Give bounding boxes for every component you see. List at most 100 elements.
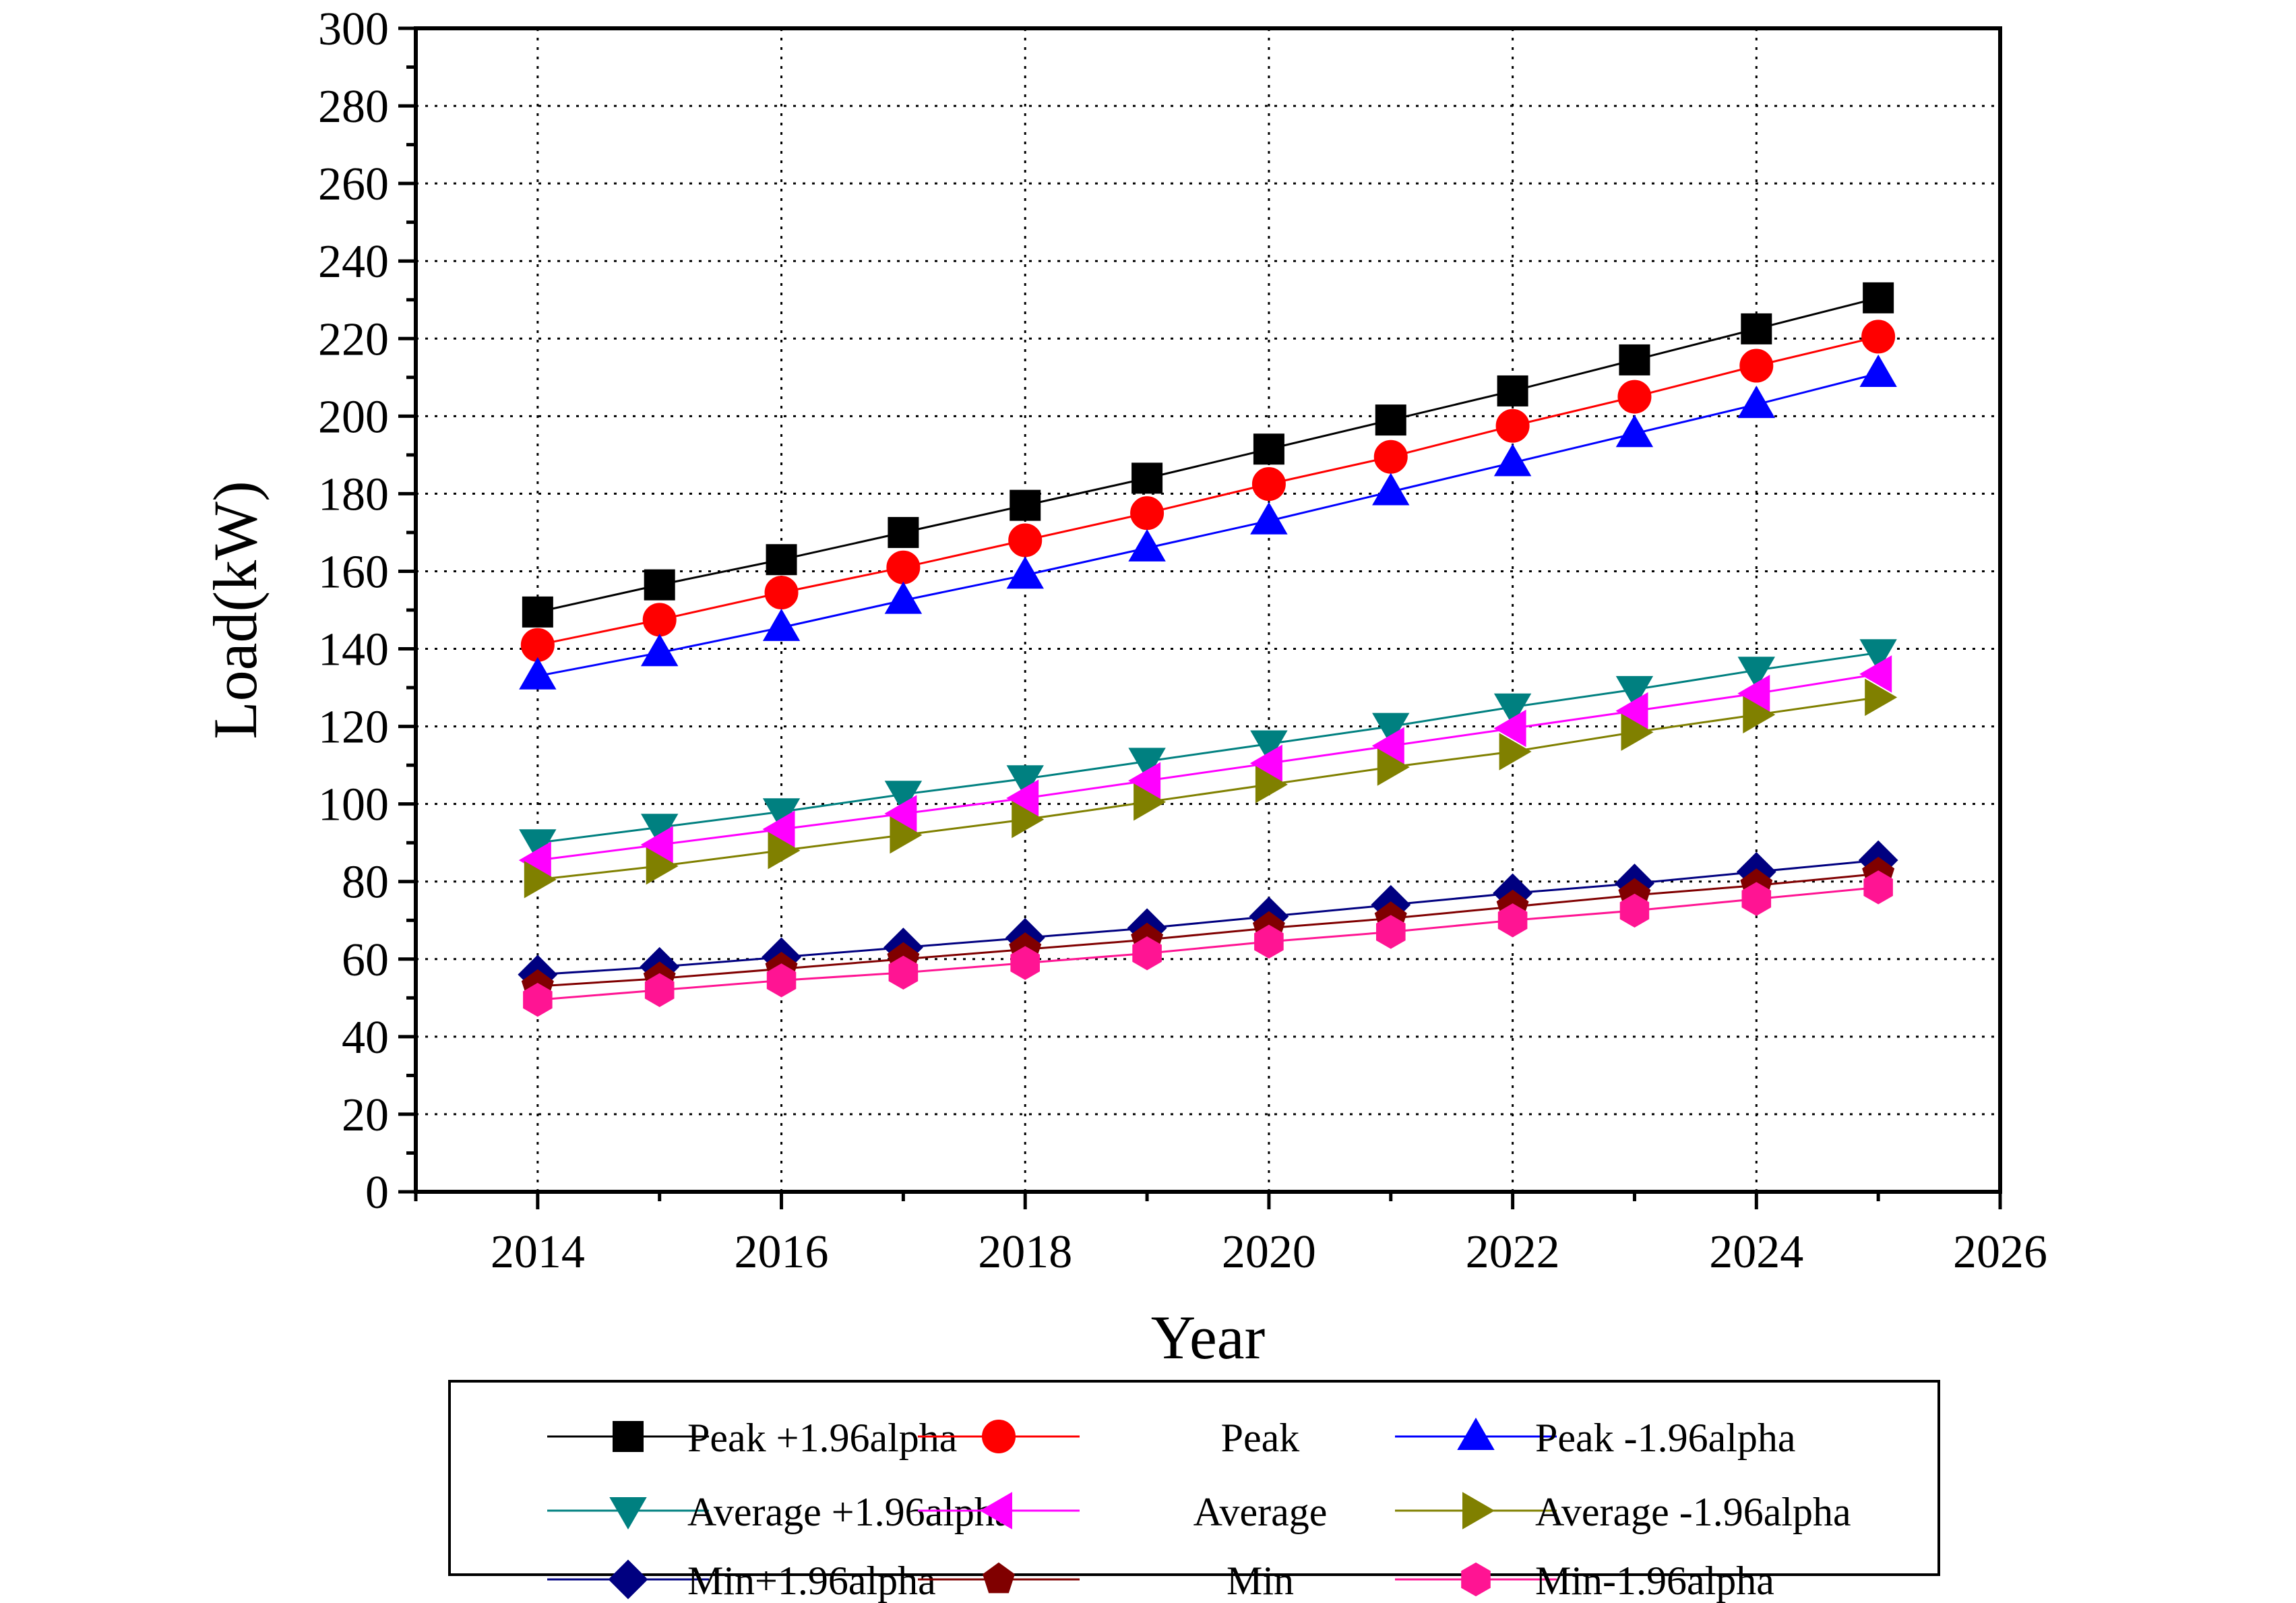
y-axis-title: Load(kW): [201, 481, 270, 739]
legend-box: [448, 1380, 1940, 1576]
data-point-series-9: [1497, 903, 1528, 938]
data-point-series-6: [1377, 748, 1410, 786]
legend: Peak +1.96alpha Peak Peak -1.96alpha Averag…: [448, 1380, 1940, 1603]
legend-label: Peak -1.96alpha: [1535, 1416, 1796, 1460]
data-point-series-5: [1615, 692, 1648, 730]
y-tick-label: 300: [318, 3, 389, 55]
data-point-series-3: [1859, 354, 1897, 387]
data-point-series-3: [640, 634, 679, 667]
data-point-series-4: [1128, 748, 1166, 781]
data-point-series-5: [1859, 655, 1892, 693]
data-point-series-9: [766, 963, 797, 998]
series-line-7: [537, 859, 1879, 976]
legend-marker: [613, 1421, 644, 1452]
x-tick-label: 2026: [1953, 1226, 2047, 1278]
data-point-series-1: [1253, 433, 1284, 465]
x-tick-label: 2018: [978, 1226, 1072, 1278]
x-tick-label: 2024: [1709, 1226, 1803, 1278]
y-tick-label: 160: [318, 546, 389, 598]
legend-marker: [983, 1562, 1015, 1594]
series-line-3: [537, 372, 1879, 677]
legend-marker: [608, 1559, 648, 1600]
legend-label: Average: [1193, 1490, 1328, 1534]
data-point-series-6: [890, 816, 923, 854]
data-point-series-6: [524, 861, 557, 899]
x-tick-label: 2022: [1466, 1226, 1560, 1278]
series-line-4: [537, 651, 1879, 844]
data-point-series-5: [1737, 674, 1770, 713]
y-tick-label: 80: [342, 857, 389, 909]
legend-label: Min+1.96alpha: [687, 1559, 936, 1603]
data-point-series-9: [1619, 893, 1650, 928]
y-tick-label: 260: [318, 158, 389, 210]
data-point-series-3: [1615, 415, 1654, 448]
data-point-series-2: [1251, 467, 1286, 502]
series-line-8: [537, 872, 1879, 988]
data-point-series-3: [1128, 528, 1166, 562]
data-point-series-9: [644, 973, 675, 1007]
data-point-series-9: [1376, 915, 1406, 949]
data-point-series-5: [1371, 727, 1404, 765]
data-point-series-9: [1010, 946, 1040, 980]
y-tick-label: 40: [342, 1012, 389, 1064]
series-line-2: [537, 335, 1879, 646]
tick-labels: 0 20 40 60 80 100 120 140 160 180 200 220 240 260 280 3…: [318, 3, 2047, 1278]
y-tick-label: 20: [342, 1089, 389, 1141]
data-point-series-4: [1250, 730, 1288, 763]
data-point-series-2: [520, 628, 555, 662]
axis-ticks: [398, 26, 2002, 1209]
legend-label: Peak: [1221, 1416, 1300, 1460]
x-tick-label: 2020: [1222, 1226, 1316, 1278]
data-point-series-9: [1132, 936, 1162, 971]
legend-label: Min: [1227, 1559, 1294, 1603]
data-point-series-1: [1863, 282, 1894, 313]
legend-marker: [1461, 1562, 1491, 1597]
legend-marker: [1457, 1418, 1495, 1450]
data-point-series-3: [762, 608, 801, 641]
data-point-series-4: [1006, 765, 1044, 798]
data-point-series-6: [1865, 678, 1898, 717]
data-point-series-4: [1493, 693, 1532, 726]
x-tick-label: 2014: [491, 1226, 585, 1278]
data-point-series-4: [1615, 675, 1654, 708]
data-point-series-3: [884, 581, 923, 614]
data-point-series-1: [522, 596, 553, 628]
legend-label: Peak +1.96alpha: [687, 1416, 957, 1460]
data-point-series-2: [1861, 320, 1896, 354]
data-point-series-2: [886, 550, 921, 584]
legend-label: Min-1.96alpha: [1535, 1559, 1774, 1603]
data-point-series-1: [1497, 375, 1528, 406]
data-point-series-3: [1372, 473, 1410, 506]
data-point-series-1: [644, 569, 675, 601]
data-point-series-1: [1375, 404, 1406, 436]
data-point-series-9: [523, 983, 553, 1017]
data-point-series-4: [1372, 713, 1410, 746]
data-point-series-1: [1010, 489, 1041, 521]
data-point-series-2: [1495, 409, 1530, 443]
legend-marker: [1462, 1492, 1495, 1530]
data-point-series-9: [1254, 924, 1284, 959]
data-point-series-4: [1737, 657, 1776, 690]
data-point-series-9: [1863, 870, 1893, 905]
y-tick-label: 120: [318, 702, 389, 754]
y-tick-label: 200: [318, 391, 389, 443]
y-tick-label: 0: [365, 1167, 389, 1219]
series-lines: [537, 297, 1879, 1001]
data-point-series-2: [1373, 440, 1408, 474]
series-line-9: [537, 886, 1879, 1001]
y-tick-label: 180: [318, 468, 389, 520]
data-point-series-4: [884, 781, 923, 814]
y-tick-label: 240: [318, 236, 389, 288]
data-point-series-3: [1493, 444, 1532, 477]
data-point-series-5: [1249, 744, 1282, 782]
y-tick-label: 140: [318, 624, 389, 676]
data-point-series-6: [1255, 766, 1288, 804]
data-point-series-1: [1619, 344, 1650, 375]
data-point-series-6: [1012, 800, 1045, 839]
data-point-series-9: [1741, 882, 1772, 916]
data-point-series-5: [762, 810, 795, 848]
data-point-series-5: [884, 795, 917, 833]
data-point-series-6: [768, 831, 801, 870]
data-point-series-4: [1859, 639, 1897, 672]
data-point-series-9: [888, 955, 919, 990]
